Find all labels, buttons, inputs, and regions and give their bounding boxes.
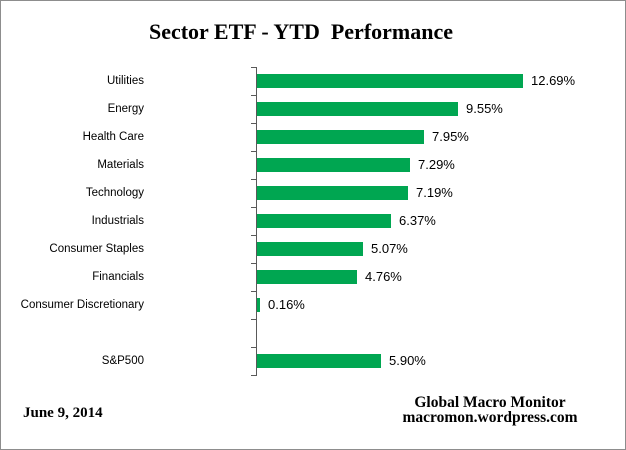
value-label: 12.69% — [531, 73, 576, 88]
bar — [257, 186, 408, 200]
bar — [257, 298, 260, 312]
bar — [257, 130, 424, 144]
chart-row: Industrials 6.37% — [1, 207, 625, 235]
axis-tick — [251, 207, 257, 208]
axis-tick — [251, 179, 257, 180]
axis-tick — [251, 375, 257, 376]
chart-row: Consumer Discretionary 0.16% — [1, 291, 625, 319]
value-label: 7.95% — [432, 129, 469, 144]
bar — [257, 214, 391, 228]
axis-tick — [251, 263, 257, 264]
bar — [257, 102, 458, 116]
value-label: 0.16% — [268, 297, 305, 312]
category-label: Materials — [97, 159, 144, 171]
chart-row: Materials 7.29% — [1, 151, 625, 179]
category-label: Energy — [107, 103, 144, 115]
axis-tick — [251, 95, 257, 96]
category-label — [1, 319, 144, 347]
axis-tick — [251, 123, 257, 124]
bar-rows: Utilities 12.69% Energy 9.55% Health Care 7.9… — [1, 67, 625, 375]
bar — [257, 74, 523, 88]
bar — [257, 270, 357, 284]
category-label: Health Care — [82, 131, 144, 143]
chart-row: Financials 4.76% — [1, 263, 625, 291]
axis-tick — [251, 151, 257, 152]
chart-row: Consumer Staples 5.07% — [1, 235, 625, 263]
category-label: Consumer Staples — [49, 243, 144, 255]
axis-tick — [251, 67, 257, 68]
axis-tick — [251, 291, 257, 292]
date-label: June 9, 2014 — [23, 405, 103, 421]
axis-tick — [251, 319, 257, 320]
value-label: 6.37% — [399, 213, 436, 228]
value-label: 4.76% — [365, 269, 402, 284]
value-label: 9.55% — [466, 101, 503, 116]
bar — [257, 242, 363, 256]
category-label: Technology — [85, 187, 144, 199]
value-label: 5.90% — [389, 353, 426, 368]
axis-tick — [251, 235, 257, 236]
credit-line-2: macromon.wordpress.com — [402, 409, 578, 426]
category-label: Utilities — [106, 75, 144, 87]
chart-row: Health Care 7.95% — [1, 123, 625, 151]
value-label: 7.19% — [416, 185, 453, 200]
category-label: Financials — [92, 271, 144, 283]
category-label: Industrials — [91, 215, 144, 227]
value-label: 7.29% — [418, 157, 455, 172]
chart-row: Technology 7.19% — [1, 179, 625, 207]
credit-block: Global Macro Monitor macromon.wordpress.… — [380, 394, 600, 426]
axis-tick — [251, 347, 257, 348]
credit-line-1: Global Macro Monitor — [414, 394, 566, 411]
category-axis-line — [251, 67, 257, 376]
category-label: S&P500 — [101, 355, 144, 367]
category-label: Consumer Discretionary — [20, 299, 144, 311]
chart-row: Energy 9.55% — [1, 95, 625, 123]
chart-title: Sector ETF - YTD Performance — [148, 19, 454, 44]
plot-area: Utilities 12.69% Energy 9.55% Health Care 7.9… — [1, 67, 625, 376]
chart-row — [1, 319, 625, 347]
chart-row: S&P500 5.90% — [1, 347, 625, 375]
bar — [257, 158, 410, 172]
value-label: 5.07% — [371, 241, 408, 256]
chart-row: Utilities 12.69% — [1, 67, 625, 95]
bar — [257, 354, 381, 368]
